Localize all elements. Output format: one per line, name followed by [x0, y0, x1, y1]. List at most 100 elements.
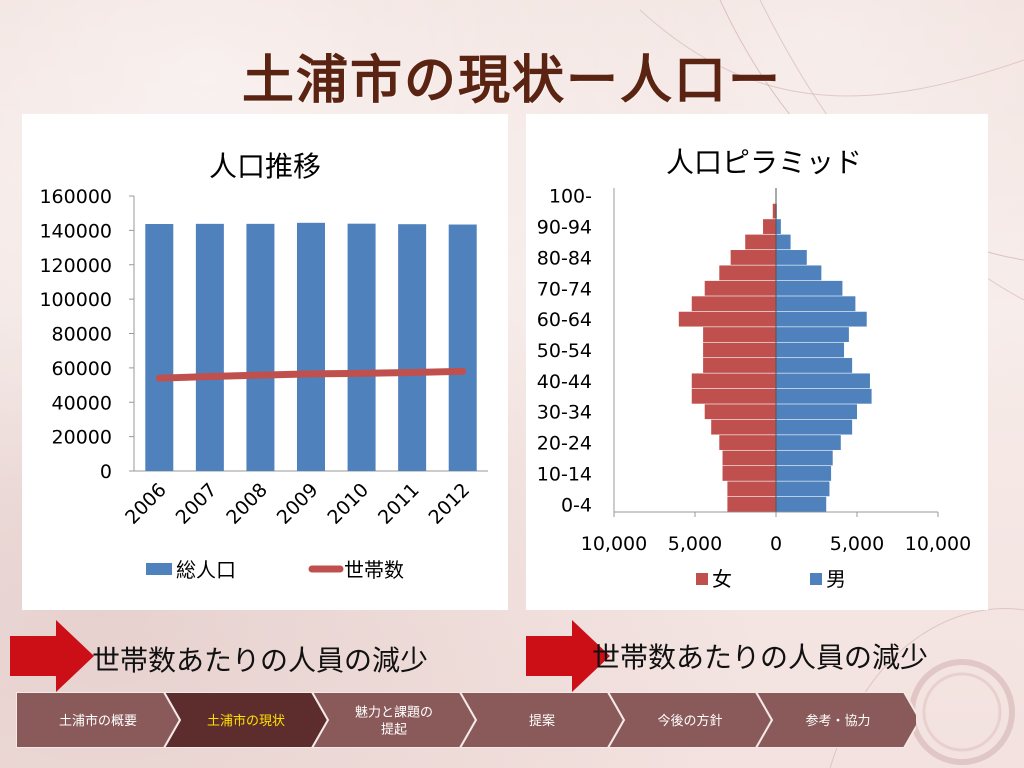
- x-tick-label: 0: [770, 533, 782, 555]
- x-tick-label: 2007: [172, 479, 222, 529]
- bar-female: [704, 404, 776, 420]
- bar-male: [776, 481, 830, 497]
- bar-male: [776, 280, 843, 296]
- y-tick-label: 30-34: [537, 402, 592, 424]
- x-tick-label: 2008: [222, 479, 272, 529]
- x-tick-label: 2006: [121, 479, 171, 529]
- nav-item-4[interactable]: 今後の方針: [606, 692, 774, 748]
- bar-male: [776, 435, 841, 450]
- y-tick-label: 10-14: [537, 463, 592, 485]
- x-tick-label: 5,000: [668, 533, 722, 555]
- nav-chevron-shape: [458, 692, 626, 748]
- x-tick-label: 2009: [273, 479, 323, 529]
- bar-female: [722, 466, 776, 481]
- bar-male: [776, 496, 827, 512]
- bar-total-population: [145, 224, 174, 471]
- bar-male: [776, 311, 867, 327]
- y-tick-label: 120000: [39, 255, 112, 277]
- nav-chevron-shape: [754, 692, 916, 748]
- y-tick-label: 20000: [52, 427, 112, 449]
- chart-title: 人口推移: [209, 150, 321, 183]
- bar-male: [776, 250, 807, 265]
- y-tick-label: 90-94: [537, 217, 592, 239]
- bar-female: [691, 373, 776, 389]
- y-tick-label: 40000: [52, 392, 112, 414]
- bar-male: [776, 265, 822, 281]
- nav-item-1[interactable]: 土浦市の現状: [162, 692, 330, 748]
- nav-item-label: 土浦市の概要: [59, 713, 137, 729]
- y-tick-label: 60-64: [537, 309, 592, 331]
- y-tick-label: 70-74: [537, 278, 592, 300]
- legend-swatch-female: [696, 573, 708, 585]
- legend-label: 世帯数: [344, 558, 404, 582]
- arrow-right-icon: [526, 620, 610, 692]
- nav-item-label: 今後の方針: [657, 713, 722, 729]
- y-tick-label: 20-24: [537, 433, 592, 455]
- bar-male: [776, 234, 791, 250]
- bar-female: [704, 280, 776, 296]
- y-tick-label: 100-: [549, 186, 592, 208]
- population-trend-chart-panel: 人口推移 160000 140000 120000 100000 80000 60000 40…: [22, 114, 508, 610]
- bar-male: [776, 404, 857, 420]
- bar-total-population: [398, 224, 427, 471]
- bar-female: [703, 342, 776, 358]
- bar-female: [691, 388, 776, 404]
- legend-label: 総人口: [176, 558, 236, 582]
- bar-male: [776, 466, 832, 481]
- nav-item-label: 提案: [529, 713, 555, 729]
- legend-label: 男: [826, 567, 846, 591]
- bar-male: [776, 450, 833, 466]
- bar-male: [776, 388, 872, 404]
- legend-swatch-total-population: [146, 563, 172, 575]
- bar-female: [703, 327, 776, 342]
- y-tick-label: 160000: [39, 186, 112, 208]
- y-tick-label: 0-4: [561, 494, 592, 516]
- x-tick-label: 2011: [374, 479, 424, 529]
- y-tick-label: 40-44: [537, 371, 592, 393]
- bar-female: [678, 311, 776, 327]
- nav-item-3[interactable]: 提案: [458, 692, 626, 748]
- x-tick-label: 5,000: [830, 533, 884, 555]
- bar-female: [763, 219, 776, 234]
- x-tick-label: 10,000: [905, 533, 971, 555]
- y-tick-label: 60000: [52, 358, 112, 380]
- bar-female: [719, 435, 776, 450]
- nav-item-0[interactable]: 土浦市の概要: [16, 692, 182, 748]
- bar-total-population: [347, 223, 376, 471]
- legend-label: 女: [712, 567, 732, 591]
- bar-male: [776, 219, 781, 234]
- nav-item-label: 参考・協力: [805, 713, 870, 729]
- slide-title: 土浦市の現状ー人口ー: [241, 51, 782, 111]
- arrow-right-icon: [10, 620, 94, 692]
- y-tick-label: 80-84: [537, 247, 592, 269]
- bar-female: [719, 265, 776, 281]
- bar-total-population: [448, 224, 477, 471]
- nav-item-5[interactable]: 参考・協力: [754, 692, 916, 748]
- bar-female: [730, 250, 776, 265]
- nav-item-label: 魅力と課題の: [355, 705, 433, 721]
- section-nav: 土浦市の概要 土浦市の現状 魅力と課題の 提起 提案 今後の方針 参考・協力: [16, 692, 916, 748]
- y-tick-label: 0: [100, 461, 112, 483]
- bar-female: [691, 296, 776, 312]
- chart-title: 人口ピラミッド: [666, 146, 862, 179]
- nav-chevron-shape: [310, 692, 478, 748]
- bar-male: [776, 296, 856, 312]
- bar-female: [703, 358, 776, 373]
- y-tick-label: 140000: [39, 220, 112, 242]
- y-tick-label: 80000: [52, 324, 112, 346]
- bar-female: [745, 234, 776, 250]
- population-pyramid-chart: 人口ピラミッド 0-4 10-14 20-24 30-34 40-44 50-54 60-64…: [537, 146, 971, 591]
- y-tick-label: 100000: [39, 289, 112, 311]
- bar-female: [722, 450, 776, 466]
- bar-male: [776, 358, 853, 373]
- bar-female: [772, 203, 776, 219]
- bar-total-population: [297, 222, 325, 471]
- bar-female: [727, 481, 776, 497]
- population-trend-chart: 人口推移 160000 140000 120000 100000 80000 60000 40…: [39, 150, 488, 582]
- legend-swatch-male: [810, 573, 822, 585]
- nav-chevron-shape: [162, 692, 330, 748]
- x-tick-label: 10,000: [581, 533, 647, 555]
- nav-chevron-shape: [606, 692, 774, 748]
